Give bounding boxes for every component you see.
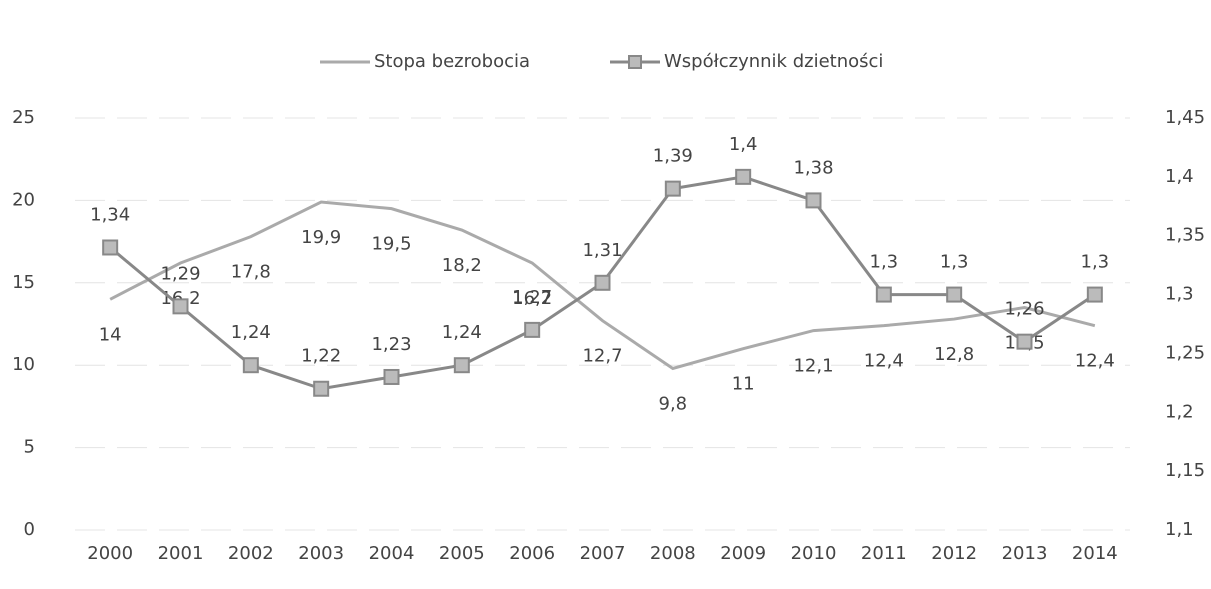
x-tick-label: 2010 (791, 543, 837, 564)
x-tick-label: 2008 (650, 543, 696, 564)
data-label: 12,8 (934, 344, 974, 365)
marker (1086, 286, 1103, 303)
data-label: 1,34 (90, 204, 130, 225)
data-label: 1,3 (940, 252, 969, 273)
data-label: 1,27 (512, 287, 552, 308)
data-label: 1,3 (1081, 252, 1110, 273)
data-label: 11 (732, 374, 755, 395)
data-label: 1,3 (870, 252, 899, 273)
data-label: 1,24 (231, 322, 271, 343)
y-tick-label: 20 (12, 189, 35, 210)
data-label: 12,7 (582, 346, 622, 367)
data-label: 18,2 (442, 255, 482, 276)
marker (664, 180, 681, 197)
legend-label: Współczynnik dzietności (664, 51, 883, 72)
y-tick-label: 0 (24, 519, 35, 540)
x-tick-label: 2002 (228, 543, 274, 564)
marker (594, 274, 611, 291)
x-tick-label: 2012 (931, 543, 977, 564)
data-label: 19,9 (301, 227, 341, 248)
x-tick-label: 2009 (720, 543, 766, 564)
legend-label: Stopa bezrobocia (374, 51, 530, 72)
x-tick-label: 2007 (580, 543, 626, 564)
data-label: 1,24 (442, 322, 482, 343)
y-tick-label: 5 (24, 437, 35, 458)
data-label: 12,4 (864, 351, 904, 372)
x-tick-label: 2001 (158, 543, 204, 564)
y-tick-label: 15 (12, 272, 35, 293)
data-label: 1,26 (1004, 299, 1044, 320)
x-tick-label: 2006 (509, 543, 555, 564)
x-tick-label: 2014 (1072, 543, 1118, 564)
data-label: 1,23 (371, 334, 411, 355)
y2-tick-label: 1,15 (1165, 460, 1205, 481)
x-tick-label: 2004 (369, 543, 415, 564)
marker (313, 380, 330, 397)
y2-tick-label: 1,45 (1165, 107, 1205, 128)
data-label: 19,5 (371, 234, 411, 255)
x-tick-label: 2013 (1002, 543, 1048, 564)
data-label: 1,4 (729, 134, 758, 155)
x-tick-label: 2000 (87, 543, 133, 564)
marker (242, 357, 259, 374)
data-label: 1,22 (301, 346, 341, 367)
marker (805, 192, 822, 209)
y-tick-label: 10 (12, 354, 35, 375)
marker (383, 368, 400, 385)
y-tick-label: 25 (12, 107, 35, 128)
y2-tick-label: 1,4 (1165, 166, 1194, 187)
marker (946, 286, 963, 303)
marker (172, 298, 189, 315)
x-tick-label: 2011 (861, 543, 907, 564)
marker (875, 286, 892, 303)
data-label: 9,8 (659, 393, 688, 414)
series-line (109, 200, 1096, 371)
x-tick-label: 2003 (298, 543, 344, 564)
marker (453, 357, 470, 374)
marker (1016, 333, 1033, 350)
marker (102, 239, 119, 256)
data-label: 12,4 (1075, 351, 1115, 372)
legend-marker (628, 55, 642, 69)
data-label: 12,1 (793, 356, 833, 377)
y2-tick-label: 1,35 (1165, 225, 1205, 246)
y2-tick-label: 1,1 (1165, 519, 1194, 540)
data-label: 16,2 (512, 288, 552, 309)
data-label: 1,38 (793, 157, 833, 178)
data-label: 1,29 (160, 263, 200, 284)
y2-tick-label: 1,2 (1165, 401, 1194, 422)
y2-tick-label: 1,25 (1165, 342, 1205, 363)
data-label: 14 (99, 324, 122, 345)
marker (524, 321, 541, 338)
data-label: 1,31 (582, 240, 622, 261)
y2-tick-label: 1,3 (1165, 284, 1194, 305)
data-label: 17,8 (231, 262, 271, 283)
data-label: 1,39 (653, 146, 693, 167)
x-tick-label: 2005 (439, 543, 485, 564)
marker (735, 168, 752, 185)
